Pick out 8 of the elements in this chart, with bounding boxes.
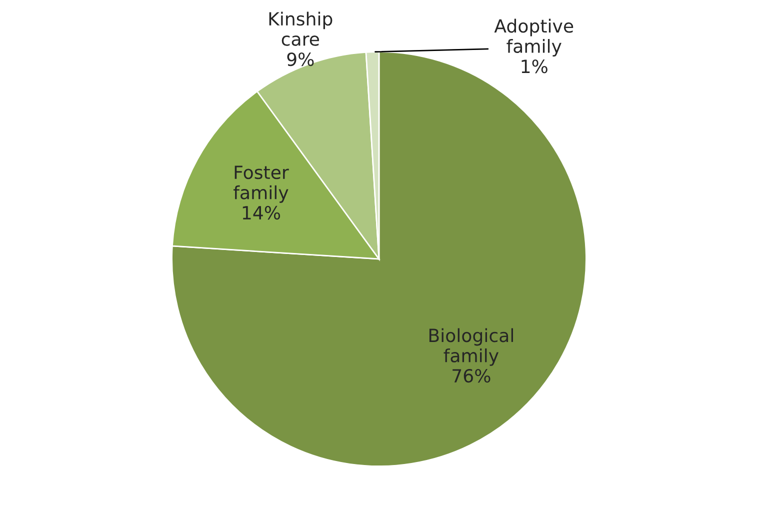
data-label: 1%	[522, 60, 548, 74]
slice-label: Adoptive family	[494, 18, 574, 56]
data-label: 9%	[287, 52, 314, 66]
slice-label: Foster family	[234, 166, 289, 203]
data-label: 76%	[452, 368, 490, 383]
data-label: 14%	[242, 206, 280, 220]
slice-label: Kinship care	[269, 12, 332, 46]
slice-label: Biological family	[429, 328, 513, 366]
